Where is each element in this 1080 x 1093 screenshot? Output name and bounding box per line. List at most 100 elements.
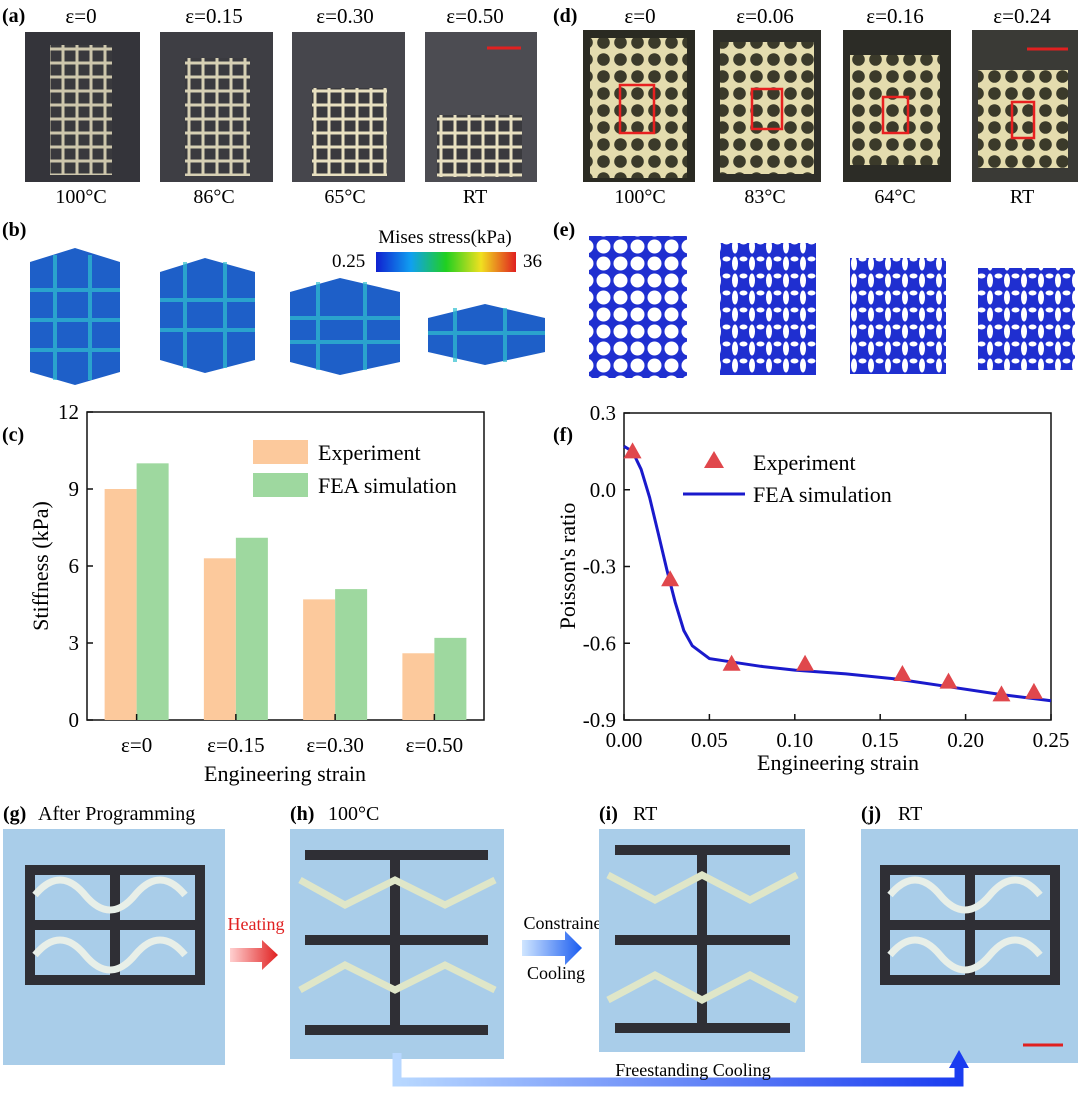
panel-d-temp-2: 83°C (744, 186, 785, 208)
panel-a: (a) ε=0 ε=0.15 ε=0.30 ε=0.50 100°C 86°C … (2, 4, 537, 208)
legend-label-experiment: Experiment (318, 440, 421, 465)
freestanding-label: Freestanding Cooling (615, 1060, 771, 1080)
colorbar-min: 0.25 (332, 251, 365, 272)
chart-poisson: (f) 0.00 0.05 0.10 0.15 0.20 0.25 -0.9 -0.6 -0.3… (553, 401, 1069, 775)
panel-a-temp-1: 100°C (55, 186, 106, 208)
panel-j-title: RT (898, 803, 922, 825)
bar-fea-3 (434, 637, 467, 720)
panel-label-e: (e) (553, 219, 575, 241)
x-axis-label: Engineering strain (757, 750, 919, 775)
panel-i-title: RT (633, 803, 657, 825)
arrow-constrained-cooling: Constrained Cooling (522, 913, 611, 983)
y-tick-label: -0.9 (583, 708, 616, 732)
lattice-sample-2 (185, 58, 250, 176)
y-tick-label: 12 (58, 400, 79, 424)
sheet-sample-3 (850, 55, 940, 165)
x-tick-label: 0.05 (691, 728, 728, 752)
constrained-label: Constrained (524, 913, 611, 933)
sheet-sample-2 (720, 42, 814, 174)
watermark-text: 大数跨境 (10, 1065, 78, 1085)
frame-structure (305, 850, 488, 1035)
selection-box-2 (750, 87, 784, 131)
colorbar-max: 36 (523, 251, 542, 272)
panel-a-strain-3: ε=0.30 (316, 4, 373, 28)
legend-label-experiment: Experiment (753, 450, 856, 475)
panel-b: (b) Mises stress(kPa) 0.25 36 (2, 219, 545, 385)
axis-ticks: 0.00 0.05 0.10 0.15 0.20 0.25 -0.9 -0.6 -0.3 0.0 0… (583, 401, 1070, 752)
panel-label-i: (i) (599, 803, 618, 825)
x-tick-label: ε=0 (121, 733, 152, 757)
panel-a-temp-3: 65°C (324, 186, 365, 208)
y-tick-label: -0.6 (583, 631, 616, 655)
bar-fea-0 (136, 463, 169, 720)
watermark: 大数跨境 (10, 1060, 78, 1085)
experiment-point-0 (623, 442, 642, 459)
fea-lattice-4 (428, 304, 545, 365)
y-tick-label: 0 (69, 708, 80, 732)
experiment-point-6 (992, 685, 1011, 702)
arrow-heating: Heating (228, 914, 285, 970)
panel-g: (g) After Programming (3, 803, 225, 1065)
panel-d-temp-1: 100°C (614, 186, 665, 208)
bar-fea-2 (335, 589, 368, 720)
panel-label-f: (f) (553, 424, 573, 446)
bar-experiment-2 (303, 599, 336, 720)
colorbar (376, 252, 516, 272)
x-tick-label: 0.10 (776, 728, 813, 752)
panel-label-a: (a) (2, 5, 25, 27)
experiment-point-7 (1024, 682, 1043, 699)
legend-swatch-fea (253, 473, 308, 497)
strut (298, 876, 497, 909)
strut (32, 936, 188, 974)
panel-d-temp-4: RT (1010, 186, 1034, 208)
y-tick-label: 0.0 (590, 478, 616, 502)
fea-sheet-1 (589, 236, 687, 378)
fea-sheet-3 (850, 258, 946, 374)
x-tick-label: 0.20 (947, 728, 984, 752)
experiment-point-3 (796, 654, 815, 671)
colorbar-title: Mises stress(kPa) (378, 227, 512, 248)
x-tick-labels: ε=0 ε=0.15 ε=0.30 ε=0.50 (121, 714, 463, 757)
experiment-point-5 (939, 672, 958, 689)
y-tick-label: 3 (69, 631, 80, 655)
cooling-label: Cooling (527, 963, 585, 983)
panel-g-title: After Programming (38, 803, 195, 825)
legend-label-fea: FEA simulation (318, 473, 457, 498)
x-tick-label: 0.15 (862, 728, 899, 752)
strut (887, 876, 1043, 914)
fea-lattice-2 (160, 258, 255, 373)
experiment-point-2 (722, 654, 741, 671)
legend-label-fea: FEA simulation (753, 482, 892, 507)
legend-marker-experiment (704, 451, 724, 468)
flow-arrow-icon (392, 1053, 964, 1087)
strut (606, 871, 799, 904)
x-tick-label: 0.00 (606, 728, 643, 752)
bar-experiment-0 (104, 489, 137, 720)
bar-experiment-3 (402, 653, 435, 720)
strut (606, 971, 799, 1004)
panel-d-strain-4: ε=0.24 (993, 4, 1051, 28)
strut (887, 936, 1043, 974)
sheet-sample-4 (978, 70, 1068, 168)
panel-d-strain-2: ε=0.06 (736, 4, 793, 28)
y-tick-label: 9 (69, 477, 80, 501)
y-tick-label: -0.3 (583, 555, 616, 579)
panel-i: (i) RT (599, 803, 805, 1052)
panel-label-h: (h) (290, 803, 314, 825)
experiment-points (623, 442, 1043, 702)
panel-a-temp-4: RT (463, 186, 487, 208)
y-tick-label: 6 (69, 554, 80, 578)
heating-label: Heating (228, 914, 285, 934)
experiment-point-4 (893, 664, 912, 681)
arrowhead-icon (949, 1050, 969, 1068)
panel-e: (e) (553, 219, 1075, 378)
y-ticks: 0 3 6 9 12 (58, 400, 93, 732)
panel-d: (d) ε=0 ε=0.06 ε=0.16 ε=0.24 100°C 83°C … (553, 4, 1078, 208)
panel-d-strain-3: ε=0.16 (866, 4, 923, 28)
y-axis-label: Poisson's ratio (555, 503, 580, 630)
x-tick-label: ε=0.15 (207, 733, 264, 757)
y-tick-label: 0.3 (590, 401, 616, 425)
panel-label-j: (j) (861, 803, 881, 825)
y-axis-label: Stiffness (kPa) (28, 501, 53, 631)
bar-fea-1 (235, 537, 268, 720)
